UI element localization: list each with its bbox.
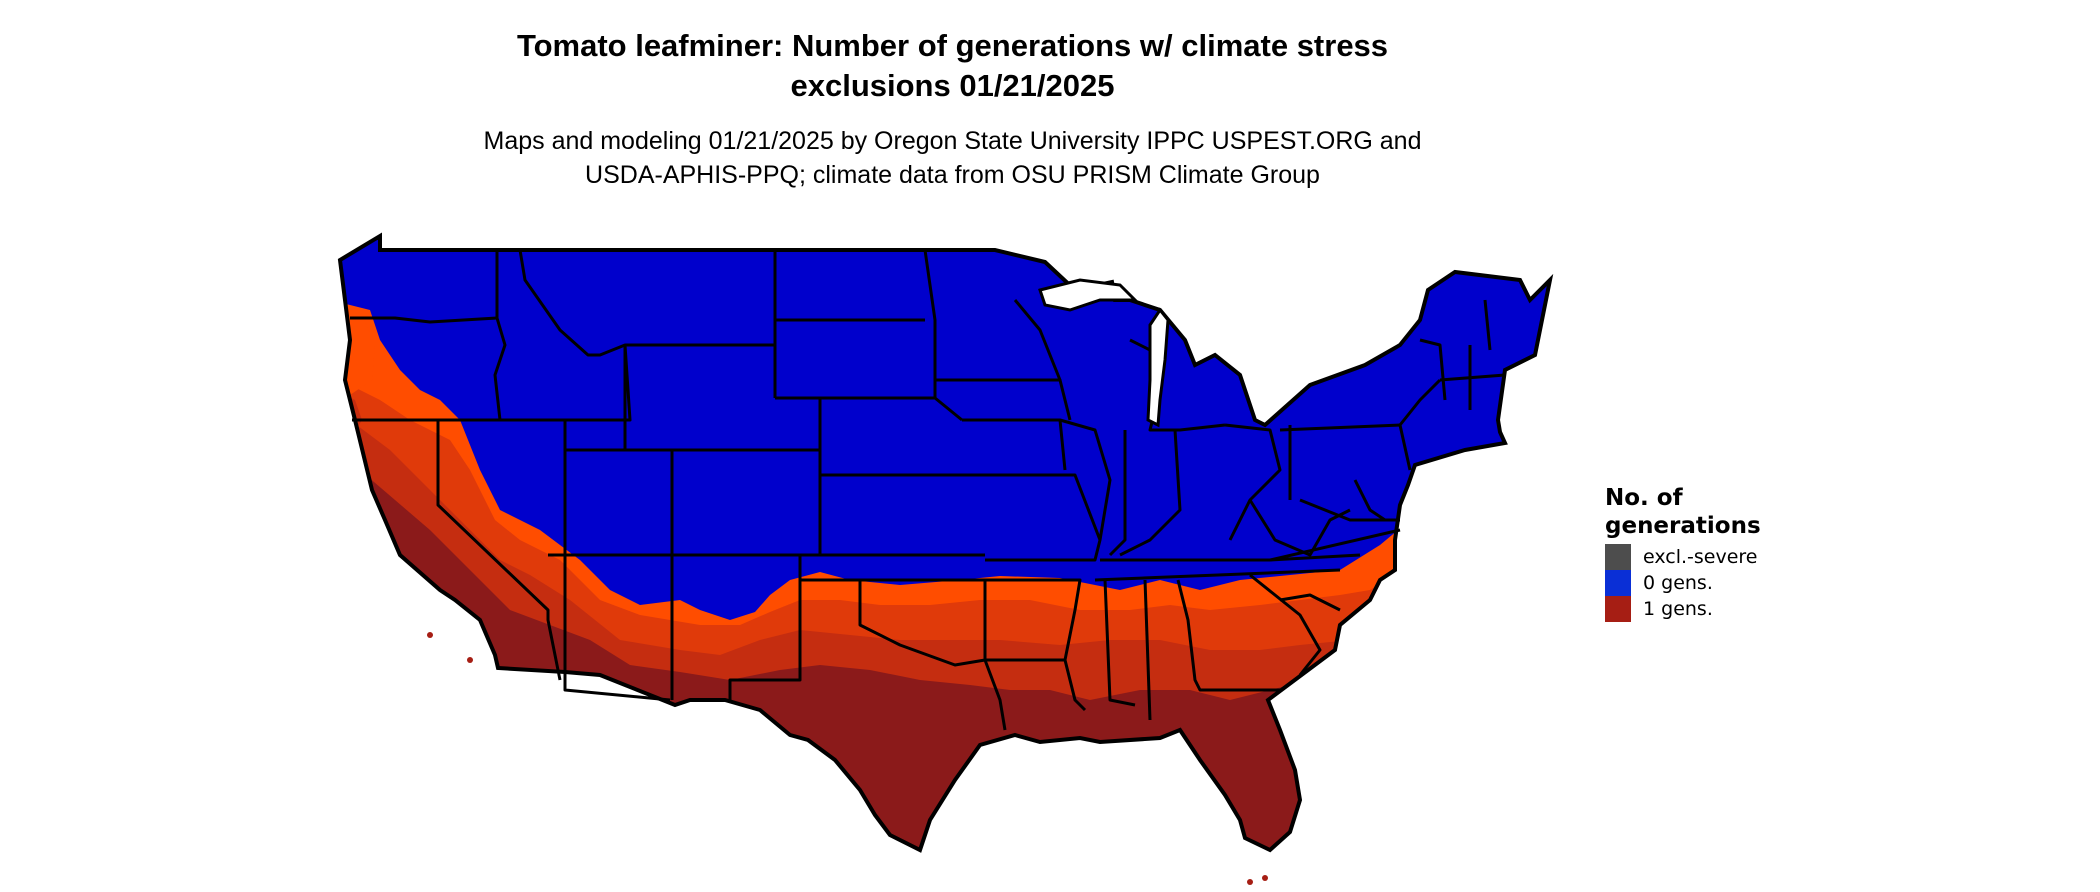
coastal-specks bbox=[427, 632, 1268, 885]
map-title: Tomato leafminer: Number of generations … bbox=[0, 26, 1905, 106]
map-subtitle-line-1: Maps and modeling 01/21/2025 by Oregon S… bbox=[483, 127, 1422, 155]
legend-label: excl.-severe bbox=[1643, 546, 1758, 568]
lake-superior bbox=[1038, 278, 1139, 312]
legend-title: No. of generations bbox=[1605, 485, 1761, 539]
map-subtitle-line-2: USDA-APHIS-PPQ; climate data from OSU PR… bbox=[585, 161, 1320, 189]
legend-swatch-excl-severe bbox=[1605, 544, 1631, 570]
map-title-line-2: exclusions 01/21/2025 bbox=[790, 68, 1115, 103]
legend-item: 1 gens. bbox=[1605, 596, 1825, 622]
legend-swatch-1-gens bbox=[1605, 596, 1631, 622]
legend-swatch-0-gens bbox=[1605, 570, 1631, 596]
legend-item: 0 gens. bbox=[1605, 570, 1825, 596]
great-lakes bbox=[1038, 278, 1170, 428]
map-title-line-1: Tomato leafminer: Number of generations … bbox=[516, 28, 1389, 63]
legend: No. of generations excl.-severe 0 gens. … bbox=[1605, 484, 1825, 622]
legend-items: excl.-severe 0 gens. 1 gens. bbox=[1605, 544, 1825, 622]
state-borders bbox=[350, 249, 1506, 731]
legend-item: excl.-severe bbox=[1605, 544, 1825, 570]
legend-label: 0 gens. bbox=[1643, 572, 1713, 594]
legend-label: 1 gens. bbox=[1643, 598, 1713, 620]
lake-michigan bbox=[1146, 307, 1170, 428]
map-subtitle: Maps and modeling 01/21/2025 by Oregon S… bbox=[0, 124, 1905, 192]
